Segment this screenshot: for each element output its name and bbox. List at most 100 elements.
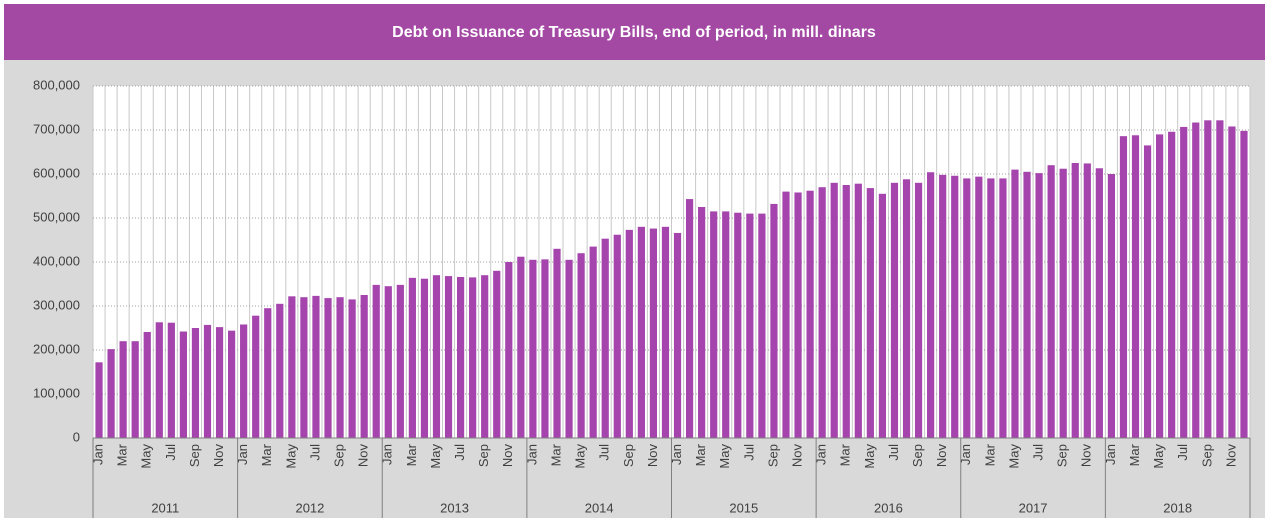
bar bbox=[119, 341, 127, 438]
bar bbox=[493, 270, 501, 438]
x-tick-label: Jul bbox=[452, 444, 467, 461]
x-tick-label: Jul bbox=[1175, 444, 1190, 461]
bar bbox=[167, 322, 175, 438]
bar bbox=[927, 172, 935, 439]
x-tick-label: Jul bbox=[886, 444, 901, 461]
title-bar bbox=[4, 4, 1265, 60]
x-tick-label: Jul bbox=[1031, 444, 1046, 461]
bar bbox=[818, 187, 826, 438]
x-tick-label: Sep bbox=[621, 444, 636, 467]
bar bbox=[155, 322, 163, 438]
x-tick-label: Nov bbox=[934, 444, 949, 468]
bar bbox=[1216, 120, 1224, 438]
x-tick-label: Jan bbox=[958, 444, 973, 465]
bar bbox=[1071, 163, 1079, 438]
bar bbox=[1047, 165, 1055, 438]
bar bbox=[203, 324, 212, 438]
x-tick-label: Sep bbox=[476, 444, 491, 467]
x-tick-label: Sep bbox=[765, 444, 780, 467]
bar bbox=[963, 178, 971, 438]
x-tick-label: May bbox=[717, 444, 732, 469]
bar bbox=[878, 193, 887, 438]
bar bbox=[673, 232, 682, 438]
x-tick-label: May bbox=[1006, 444, 1021, 469]
chart-title: Debt on Issuance of Treasury Bills, end … bbox=[392, 24, 876, 41]
x-tick-label: Sep bbox=[910, 444, 925, 467]
y-tick-label: 300,000 bbox=[33, 297, 80, 312]
bar bbox=[1035, 173, 1043, 438]
bar bbox=[1107, 174, 1116, 438]
bar bbox=[481, 275, 489, 438]
bar bbox=[854, 183, 862, 438]
bar bbox=[999, 178, 1007, 438]
bar bbox=[951, 175, 959, 438]
bar bbox=[649, 228, 658, 438]
x-tick-label: Jul bbox=[163, 444, 178, 461]
bar bbox=[324, 298, 332, 438]
bar bbox=[541, 259, 549, 438]
bar bbox=[1059, 168, 1067, 438]
x-tick-label: Mar bbox=[404, 443, 419, 466]
bar bbox=[1204, 120, 1212, 438]
x-tick-label: Sep bbox=[1199, 444, 1214, 467]
x-group-label: 2013 bbox=[440, 500, 469, 515]
x-group-label: 2012 bbox=[295, 500, 324, 515]
bar bbox=[975, 176, 983, 438]
x-tick-label: Nov bbox=[1079, 444, 1094, 468]
x-tick-label: Mar bbox=[548, 443, 563, 466]
bar bbox=[227, 330, 236, 438]
y-tick-label: 800,000 bbox=[33, 77, 80, 92]
x-tick-label: Nov bbox=[500, 444, 515, 468]
x-tick-label: Mar bbox=[838, 443, 853, 466]
bar bbox=[698, 207, 706, 438]
bar bbox=[396, 284, 404, 438]
bar bbox=[661, 226, 670, 438]
bar bbox=[131, 341, 139, 438]
bar bbox=[842, 185, 850, 438]
x-group-label: 2015 bbox=[729, 500, 758, 515]
y-tick-label: 400,000 bbox=[33, 253, 80, 268]
bar bbox=[722, 211, 730, 438]
x-tick-label: Mar bbox=[259, 443, 274, 466]
x-tick-label: May bbox=[139, 444, 154, 469]
bar bbox=[191, 328, 200, 438]
y-tick-label: 500,000 bbox=[33, 209, 80, 224]
bar bbox=[1168, 131, 1176, 438]
x-tick-label: Jul bbox=[307, 444, 322, 461]
bar bbox=[613, 234, 621, 438]
x-tick-label: Jan bbox=[90, 444, 105, 465]
bar bbox=[1192, 122, 1200, 439]
x-tick-label: Jan bbox=[669, 444, 684, 465]
bar bbox=[1119, 136, 1128, 438]
bar bbox=[179, 331, 187, 438]
bar bbox=[107, 349, 115, 438]
bar bbox=[1095, 168, 1103, 438]
bar bbox=[300, 297, 308, 438]
x-group-label: 2018 bbox=[1163, 500, 1192, 515]
x-tick-label: Mar bbox=[982, 443, 997, 466]
bar bbox=[987, 178, 995, 438]
bar bbox=[565, 259, 573, 438]
bar bbox=[372, 284, 380, 438]
y-tick-label: 0 bbox=[73, 429, 80, 444]
bar bbox=[143, 331, 151, 438]
bar bbox=[432, 275, 441, 438]
bar bbox=[252, 315, 260, 438]
bar bbox=[215, 327, 224, 438]
x-tick-label: Jul bbox=[741, 444, 756, 461]
y-tick-label: 100,000 bbox=[33, 385, 80, 400]
bar bbox=[312, 295, 320, 438]
x-tick-label: Nov bbox=[356, 444, 371, 468]
bar bbox=[505, 262, 513, 438]
bar bbox=[577, 253, 585, 438]
x-tick-label: Jul bbox=[597, 444, 612, 461]
x-tick-label: Jan bbox=[235, 444, 250, 465]
bar bbox=[601, 238, 609, 438]
x-tick-label: Nov bbox=[211, 444, 226, 468]
bar bbox=[1011, 169, 1019, 438]
bar bbox=[384, 286, 392, 438]
bar bbox=[1156, 134, 1164, 438]
bar bbox=[1228, 126, 1236, 438]
bar bbox=[939, 174, 947, 438]
